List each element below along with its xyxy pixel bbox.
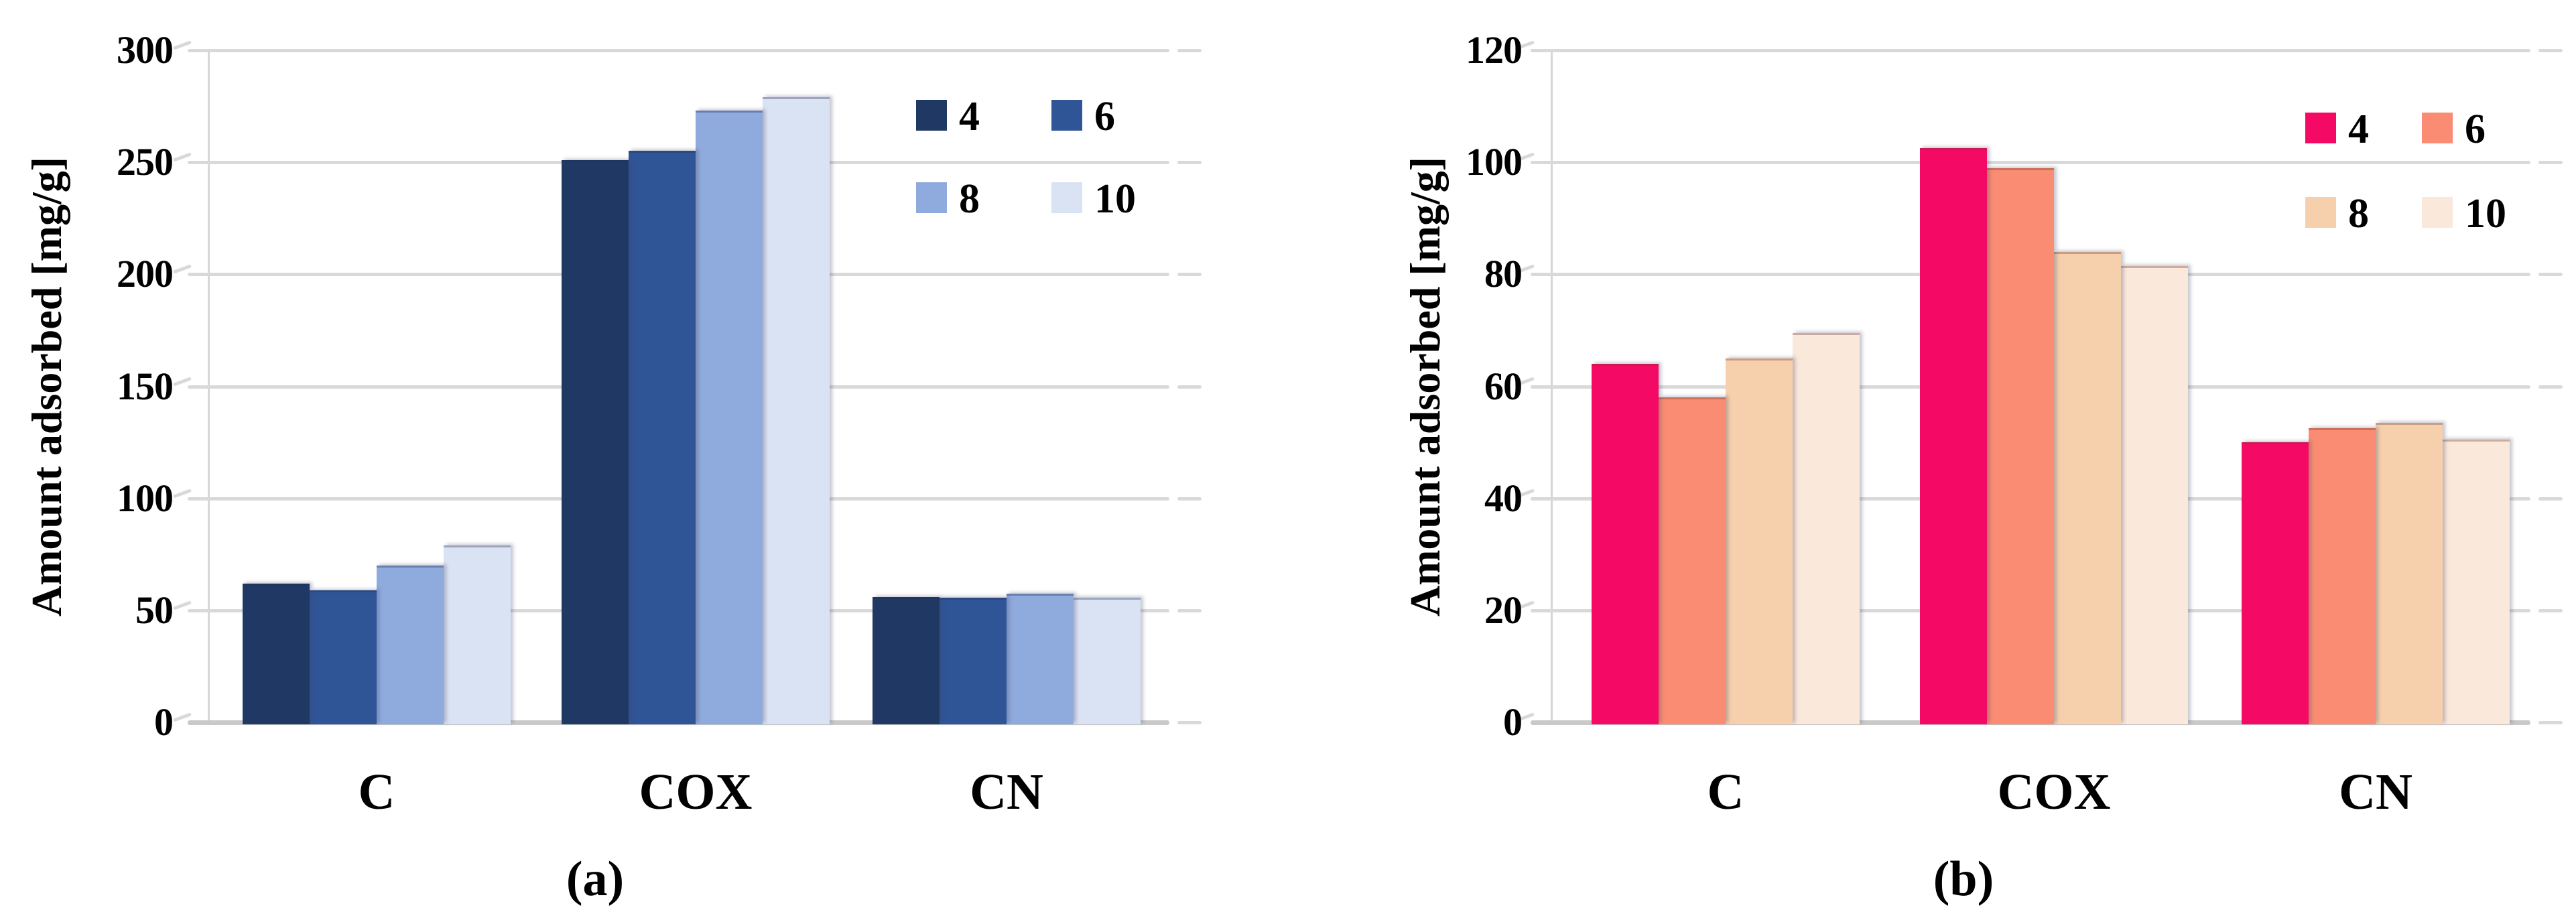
gridline-nub: [2538, 497, 2563, 501]
bar-CN-8: [1007, 593, 1074, 724]
gridline-nub: [1177, 161, 1202, 165]
legend-label: 8: [959, 176, 980, 222]
bar-CN-6: [940, 598, 1007, 724]
legend-label: 4: [2348, 107, 2369, 152]
x-category-label: C: [358, 764, 395, 820]
legend-label: 6: [1094, 94, 1115, 139]
x-category-label: COX: [639, 764, 753, 820]
x-category-label: C: [1707, 764, 1744, 820]
gridline-nub: [1177, 385, 1202, 389]
gridline-nub: [2538, 161, 2563, 165]
bar-C-10: [444, 545, 511, 724]
bar-COX-4: [1920, 148, 1987, 724]
bar-COX-8: [2054, 251, 2121, 724]
bar-CN-10: [1074, 598, 1141, 724]
gridline: [1531, 49, 2530, 52]
gridline: [188, 49, 1169, 52]
y-tick-label: 120: [1466, 28, 1523, 72]
legend-swatch: [2422, 197, 2453, 228]
legend-label: 10: [2465, 191, 2506, 237]
bar-CN-6: [2309, 428, 2376, 724]
y-tick-label: 200: [117, 252, 174, 296]
legend-swatch: [916, 100, 947, 131]
bar-CN-10: [2443, 439, 2510, 724]
gridline-nub: [2538, 49, 2563, 52]
bar-C-10: [1793, 333, 1860, 724]
bar-C-8: [377, 565, 444, 724]
bar-COX-10: [2121, 265, 2188, 724]
gridline-nub: [1177, 497, 1202, 501]
bar-COX-6: [629, 151, 696, 724]
panel-caption-b: (b): [1933, 852, 1994, 907]
y-tick-label: 60: [1484, 364, 1523, 408]
panel-caption-a: (a): [566, 852, 625, 907]
y-tick-label: 80: [1484, 252, 1523, 296]
gridline-nub: [1177, 273, 1202, 277]
x-category-label: CN: [970, 764, 1043, 820]
y-tick-label: 50: [135, 588, 174, 632]
gridline-nub: [2538, 273, 2563, 277]
bar-C-4: [243, 583, 310, 724]
bar-CN-4: [2242, 442, 2309, 724]
legend-label: 6: [2465, 107, 2486, 152]
legend-label: 4: [959, 94, 980, 139]
bar-C-6: [1659, 397, 1726, 724]
bar-C-4: [1592, 364, 1659, 724]
y-tick-label: 100: [117, 476, 174, 520]
y-tick-label: 300: [117, 28, 174, 72]
gridline-nub: [1177, 608, 1202, 612]
bar-COX-10: [763, 97, 830, 724]
bar-COX-6: [1987, 168, 2054, 724]
x-category-label: COX: [1997, 764, 2111, 820]
bar-C-8: [1726, 358, 1793, 724]
legend-swatch: [2305, 197, 2336, 228]
legend-swatch: [916, 182, 947, 213]
gridline-nub: [1177, 49, 1202, 52]
y-tick-label: 100: [1466, 140, 1523, 184]
y-tick-label: 20: [1484, 588, 1523, 632]
legend-swatch: [1051, 100, 1082, 131]
legend-swatch: [1051, 182, 1082, 213]
y-tick-label: 150: [117, 364, 174, 408]
gridline-nub: [1177, 721, 1202, 724]
gridline-nub: [2538, 608, 2563, 612]
bar-CN-8: [2376, 422, 2443, 724]
legend-label: 8: [2348, 191, 2369, 237]
legend-label: 10: [1094, 176, 1136, 222]
legend-swatch: [2422, 113, 2453, 143]
bar-COX-4: [562, 159, 629, 724]
legend-swatch: [2305, 113, 2336, 143]
gridline-nub: [2538, 721, 2563, 724]
x-category-label: CN: [2339, 764, 2412, 820]
y-tick-label: 250: [117, 140, 174, 184]
bar-C-6: [310, 590, 377, 724]
y-tick-label: 40: [1484, 476, 1523, 520]
y-tick-label: 0: [1503, 700, 1523, 744]
bar-COX-8: [696, 111, 763, 724]
gridline-nub: [2538, 385, 2563, 389]
gridline: [1531, 161, 2530, 165]
bar-CN-4: [873, 596, 940, 724]
y-tick-label: 0: [154, 700, 174, 744]
